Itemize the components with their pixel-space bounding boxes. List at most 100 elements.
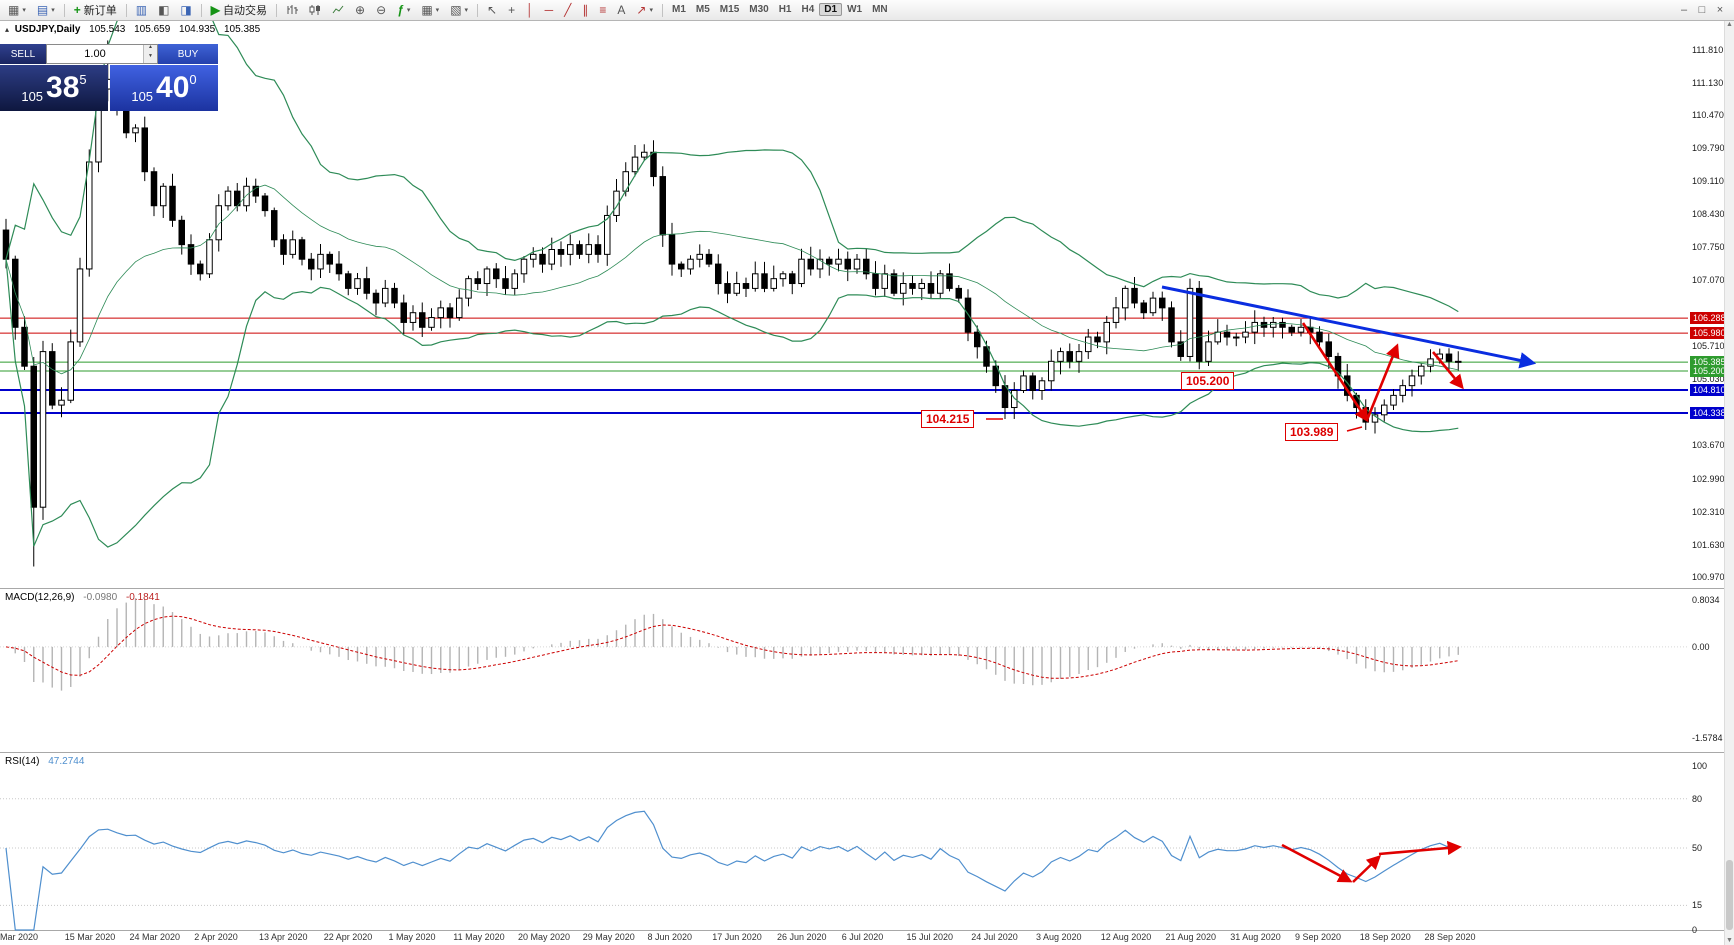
volume-spinner: ▲ ▼ xyxy=(143,45,157,63)
macd-signal-value: -0.1841 xyxy=(125,592,160,603)
new-order-button[interactable]: + 新订单 xyxy=(69,0,122,20)
periods-icon: ▦ xyxy=(421,2,433,17)
macd-axis-label: -1.5784 xyxy=(1692,733,1723,744)
zoom-out-button[interactable]: ⊖ xyxy=(371,0,391,20)
indicators-button[interactable]: ƒ ▾ xyxy=(392,0,415,20)
chevron-down-icon: ▾ xyxy=(649,7,653,14)
timeframe-button-m5[interactable]: M5 xyxy=(695,4,710,15)
volume-control: ▲ ▼ xyxy=(46,44,158,64)
ohlc-open: 105.543 xyxy=(89,24,126,35)
restore-window-icon[interactable]: □ xyxy=(1698,4,1706,16)
time-axis-label: 26 Jun 2020 xyxy=(777,932,827,942)
toolbar-separator xyxy=(125,3,127,17)
vertical-line-icon: │ xyxy=(526,2,534,17)
templates-icon: ▧ xyxy=(450,2,462,17)
symbol-period-label: USDJPY,Daily xyxy=(14,24,81,35)
price-axis-marker: 105.980 xyxy=(1690,327,1726,340)
trendline-icon: ╱ xyxy=(564,2,572,17)
new-order-icon: + xyxy=(73,2,81,17)
equidistant-channel-icon: ∥ xyxy=(582,2,589,17)
rsi-axis-label: 80 xyxy=(1692,793,1703,804)
close-window-icon[interactable]: × xyxy=(1716,4,1724,16)
time-axis-label: 1 May 2020 xyxy=(388,932,436,942)
time-axis-label: 11 May 2020 xyxy=(453,932,505,942)
volume-down-icon[interactable]: ▼ xyxy=(144,54,157,63)
macd-title: MACD(12,26,9) -0.0980 -0.1841 xyxy=(5,592,160,603)
horizontal-line-button[interactable]: ─ xyxy=(540,0,559,20)
timeframe-button-w1[interactable]: W1 xyxy=(847,4,863,15)
candlestick-chart-button[interactable] xyxy=(304,0,326,20)
toolbar-separator xyxy=(276,3,277,17)
autotrading-label: 自动交易 xyxy=(223,5,267,17)
arrows-tool-button[interactable]: ↗ ▾ xyxy=(631,0,658,20)
timeframe-button-mn[interactable]: MN xyxy=(872,4,888,15)
price-axis-label: 107.070 xyxy=(1692,275,1725,286)
price-axis-label: 110.470 xyxy=(1692,109,1724,120)
symbol-header: ▴ USDJPY,Daily 105.543 105.659 104.935 1… xyxy=(5,24,266,35)
data-window-button[interactable]: ◧ xyxy=(153,0,174,20)
one-click-trading-panel: SELL ▲ ▼ BUY 105 38 5 105 40 0 xyxy=(0,44,218,111)
line-chart-button[interactable] xyxy=(327,0,349,20)
buy-button[interactable]: BUY xyxy=(158,44,218,64)
ohlc-close: 105.385 xyxy=(223,24,261,35)
buy-price-sup: 0 xyxy=(189,72,197,87)
price-flag-label[interactable]: 105.200 xyxy=(1181,372,1235,390)
price-axis-label: 103.670 xyxy=(1692,440,1725,451)
line-chart-icon xyxy=(332,5,344,14)
price-axis-marker: 104.810 xyxy=(1690,384,1726,397)
timeframe-button-h1[interactable]: H1 xyxy=(778,4,792,15)
timeframe-button-d1[interactable]: D1 xyxy=(819,3,843,16)
profiles-button[interactable]: ▤ ▾ xyxy=(32,0,60,20)
price-axis-marker: 104.338 xyxy=(1690,406,1726,419)
equidistant-channel-button[interactable]: ∥ xyxy=(577,0,593,20)
timeframe-button-m30[interactable]: M30 xyxy=(749,4,769,15)
new-order-label: 新订单 xyxy=(83,5,117,17)
data-window-icon: ◧ xyxy=(158,2,170,17)
time-axis-label: 18 Sep 2020 xyxy=(1359,932,1411,942)
price-axis-label: 109.110 xyxy=(1692,175,1724,186)
time-axis-label: 17 Jun 2020 xyxy=(712,932,762,942)
new-chart-button[interactable]: ▦ ▾ xyxy=(3,0,31,20)
bar-chart-button[interactable] xyxy=(281,0,303,20)
crosshair-button[interactable]: + xyxy=(503,0,520,20)
timeframe-button-m1[interactable]: M1 xyxy=(671,4,686,15)
timeframe-button-m15[interactable]: M15 xyxy=(719,4,740,15)
buy-price-big: 40 xyxy=(156,71,190,104)
buy-price-button[interactable]: 105 40 0 xyxy=(110,65,218,111)
sell-price-head: 105 xyxy=(21,89,44,104)
price-flag-label[interactable]: 103.989 xyxy=(1285,423,1339,441)
minimize-window-icon[interactable]: – xyxy=(1680,4,1688,16)
time-axis-label: 24 Mar 2020 xyxy=(129,932,181,942)
zoom-in-button[interactable]: ⊕ xyxy=(350,0,370,20)
arrow-tool-icon: ↗ xyxy=(636,2,647,17)
time-axis-label: 3 Aug 2020 xyxy=(1036,932,1082,942)
rsi-title: RSI(14) 47.2744 xyxy=(5,756,84,767)
macd-main-value: -0.0980 xyxy=(83,592,118,603)
vertical-line-button[interactable]: │ xyxy=(521,0,539,20)
scrollbar-thumb[interactable] xyxy=(1726,860,1733,930)
timeframe-button-h4[interactable]: H4 xyxy=(801,4,815,15)
rsi-value: 47.2744 xyxy=(48,756,85,767)
scroll-down-icon[interactable]: ▼ xyxy=(1726,937,1733,944)
price-flag-label[interactable]: 104.215 xyxy=(921,410,975,428)
text-label-button[interactable]: A xyxy=(612,0,630,20)
cursor-button[interactable]: ↖ xyxy=(482,0,502,20)
vertical-scrollbar[interactable]: ▲ ▼ xyxy=(1724,20,1734,945)
templates-button[interactable]: ▧ ▾ xyxy=(445,0,473,20)
volume-input[interactable] xyxy=(47,45,143,63)
zoom-out-icon: ⊖ xyxy=(376,2,387,17)
price-axis-label: 102.990 xyxy=(1692,473,1725,484)
time-axis-label: 24 Jul 2020 xyxy=(971,932,1018,942)
scroll-up-icon[interactable]: ▲ xyxy=(1726,21,1733,28)
horizontal-line-icon: ─ xyxy=(544,2,554,17)
market-watch-button[interactable]: ▥ xyxy=(131,0,152,20)
chevron-down-icon: ▾ xyxy=(464,7,469,14)
sell-button[interactable]: SELL xyxy=(0,44,46,64)
fibonacci-button[interactable]: ≡ xyxy=(594,0,611,20)
autotrading-button[interactable]: ▶ 自动交易 xyxy=(206,0,272,20)
trendline-button[interactable]: ╱ xyxy=(559,0,576,20)
candlestick-chart-icon xyxy=(309,5,320,15)
one-click-collapse-arrow[interactable]: ▴ xyxy=(5,25,10,34)
navigator-button[interactable]: ◨ xyxy=(175,0,196,20)
sell-price-button[interactable]: 105 38 5 xyxy=(0,65,108,111)
